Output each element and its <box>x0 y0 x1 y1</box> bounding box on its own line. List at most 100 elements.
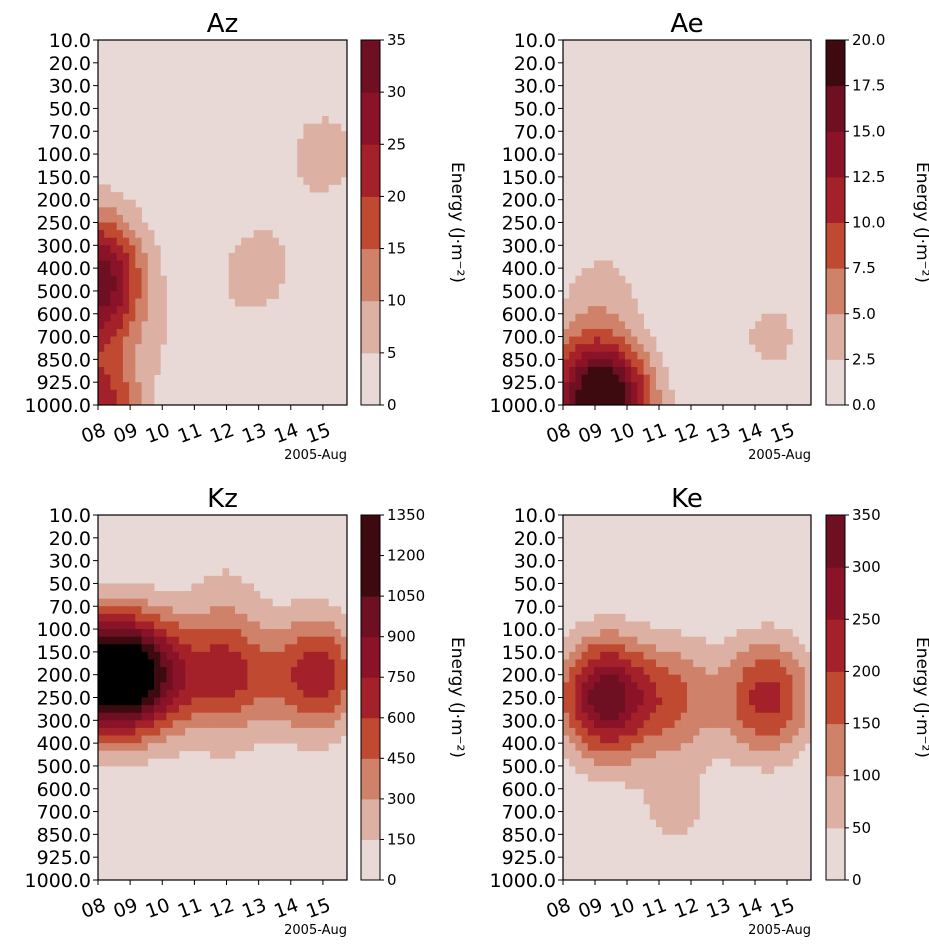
contour-cell <box>110 674 118 683</box>
contour-cell <box>767 689 775 698</box>
contour-cell <box>104 328 111 337</box>
contour-cell <box>141 644 149 653</box>
y-tick-label: 100.0 <box>502 144 556 166</box>
contour-cell <box>749 336 756 345</box>
contour-cell <box>253 268 261 277</box>
contour-cell <box>587 697 595 706</box>
contour-cell <box>116 230 124 239</box>
contour-cell <box>625 321 632 330</box>
contour-cell <box>767 629 775 638</box>
contour-cell <box>203 743 211 752</box>
contour-cell <box>197 743 205 752</box>
contour-cell <box>191 583 199 592</box>
contour-cell <box>594 290 601 299</box>
contour-cell <box>625 351 632 360</box>
y-tick-label: 10.0 <box>514 505 556 527</box>
contour-cell <box>680 788 688 797</box>
contour-cell <box>210 674 217 683</box>
contour-cell <box>141 275 149 284</box>
contour-cell <box>581 644 589 653</box>
contour-cell <box>154 275 161 284</box>
contour-cell <box>773 667 781 676</box>
contour-cell <box>284 674 292 683</box>
contour-cell <box>600 613 607 622</box>
contour-cell <box>315 138 323 147</box>
contour-cell <box>563 389 570 398</box>
contour-cell <box>98 268 105 277</box>
contour-cell <box>773 351 781 360</box>
contour-cell <box>761 689 768 698</box>
contour-cell <box>222 682 230 691</box>
contour-cell <box>116 758 124 767</box>
contour-cell <box>637 351 644 360</box>
contour-cell <box>241 697 248 706</box>
contour-cell <box>334 154 342 163</box>
contour-cell <box>141 697 149 706</box>
contour-cell <box>315 621 323 630</box>
contour-cell <box>612 613 620 622</box>
contour-cell <box>259 237 267 246</box>
contour-cell <box>166 743 174 752</box>
contour-cell <box>625 397 632 406</box>
contour-cell <box>166 621 174 630</box>
contour-cell <box>637 636 644 645</box>
contour-cell <box>749 720 756 729</box>
contour-cell <box>649 811 657 820</box>
contour-cell <box>612 750 620 759</box>
contour-cell <box>662 705 669 714</box>
contour-cell <box>210 735 217 744</box>
contour-cell <box>687 819 694 828</box>
contour-cell <box>135 750 142 759</box>
contour-cell <box>575 720 582 729</box>
contour-cell <box>122 252 130 261</box>
contour-cell <box>606 613 613 622</box>
contour-cell <box>606 366 613 375</box>
contour-cell <box>241 629 248 638</box>
contour-cell <box>600 351 607 360</box>
contour-cell <box>129 306 136 315</box>
contour-cell <box>110 328 118 337</box>
contour-cell <box>786 697 793 706</box>
contour-cell <box>618 283 626 292</box>
contour-cell <box>600 705 607 714</box>
contour-cell <box>160 644 167 653</box>
contour-cell <box>290 613 298 622</box>
contour-cell <box>687 682 694 691</box>
contour-cell <box>253 591 261 600</box>
contour-cell <box>643 336 651 345</box>
contour-cell <box>569 644 576 653</box>
contour-cell <box>228 606 236 615</box>
contour-cell <box>154 651 161 660</box>
contour-cell <box>328 682 335 691</box>
contour-cell <box>804 659 812 668</box>
contour-cell <box>693 743 700 752</box>
contour-cell <box>141 328 149 337</box>
contour-cell <box>272 659 279 668</box>
contour-cell <box>98 192 105 201</box>
contour-cell <box>340 651 348 660</box>
contour-cell <box>563 720 570 729</box>
contour-cell <box>643 750 651 759</box>
contour-cell <box>649 773 657 782</box>
contour-cell <box>693 636 700 645</box>
contour-cell <box>185 606 192 615</box>
contour-cell <box>266 260 273 269</box>
contour-cell <box>587 351 595 360</box>
contour-cell <box>606 268 613 277</box>
contour-cell <box>662 697 669 706</box>
contour-cell <box>141 283 149 292</box>
contour-cell <box>724 667 731 676</box>
contour-cell <box>104 667 111 676</box>
contour-cell <box>309 743 317 752</box>
y-tick-label: 300.0 <box>37 235 91 257</box>
contour-cell <box>122 207 130 216</box>
contour-cell <box>662 374 669 383</box>
contour-cell <box>631 727 638 736</box>
contour-cell <box>334 720 342 729</box>
contour-cell <box>631 697 638 706</box>
contour-cell <box>742 644 750 653</box>
contour-cell <box>656 397 663 406</box>
colorbar-tick-label: 350 <box>852 506 881 524</box>
contour-cell <box>122 222 130 231</box>
contour-cell <box>637 781 644 790</box>
